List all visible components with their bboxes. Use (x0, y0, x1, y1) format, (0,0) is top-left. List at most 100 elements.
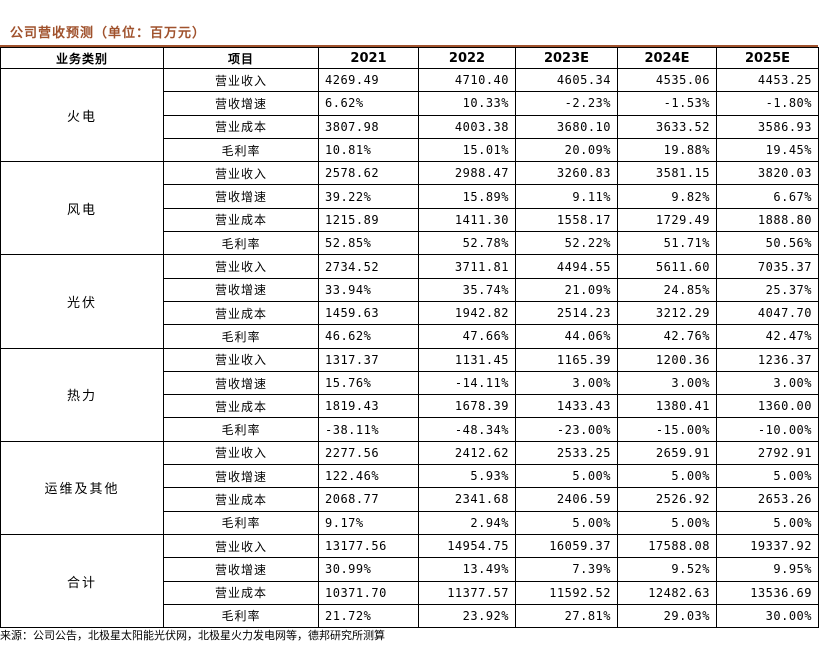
value-cell: 50.56% (716, 231, 819, 256)
value-cell: 4494.55 (515, 254, 618, 279)
value-cell: 11377.57 (418, 580, 516, 605)
value-cell: 3586.93 (716, 114, 819, 139)
value-cell: 19.88% (617, 137, 717, 163)
value-cell: -2.23% (515, 91, 618, 116)
value-cell: 2792.91 (716, 440, 819, 466)
table-row: 营收增速 6.62% 10.33% -2.23% -1.53% -1.80% (1, 91, 819, 116)
value-cell: -15.00% (617, 417, 717, 442)
value-cell: 2533.25 (515, 440, 618, 466)
value-cell: 13177.56 (318, 533, 419, 559)
value-cell: 1236.37 (716, 347, 819, 372)
item-cell: 毛利率 (163, 324, 319, 349)
item-cell: 毛利率 (163, 603, 319, 629)
value-cell: 21.09% (515, 277, 618, 302)
item-cell: 营收增速 (163, 91, 319, 116)
header-category: 业务类别 (0, 47, 164, 69)
value-cell: 9.82% (617, 184, 717, 209)
value-cell: -10.00% (716, 417, 819, 442)
header-year: 2024E (617, 47, 717, 69)
item-cell: 毛利率 (163, 137, 319, 163)
header-year: 2021 (318, 47, 419, 69)
value-cell: 5.00% (515, 464, 618, 489)
value-cell: 12482.63 (617, 580, 717, 605)
value-cell: 19.45% (716, 137, 819, 163)
value-cell: 16059.37 (515, 533, 618, 559)
value-cell: 1380.41 (617, 394, 717, 419)
item-cell: 营业收入 (163, 347, 319, 372)
value-cell: 3212.29 (617, 300, 717, 326)
value-cell: 10.81% (318, 137, 419, 163)
value-cell: 1459.63 (318, 300, 419, 326)
value-cell: 4003.38 (418, 114, 516, 139)
value-cell: 2659.91 (617, 440, 717, 466)
source-note: 来源：公司公告，北极星太阳能光伏网，北极星火力发电网等，德邦研究所测算 (0, 629, 385, 642)
value-cell: 2578.62 (318, 161, 419, 186)
value-cell: 14954.75 (418, 533, 516, 559)
value-cell: 3.00% (617, 370, 717, 396)
table-row: 营业成本 3807.98 4003.38 3680.10 3633.52 3586.93 (1, 114, 819, 139)
value-cell: 47.66% (418, 324, 516, 349)
title-rule (0, 45, 818, 47)
value-cell: 6.62% (318, 91, 419, 116)
item-cell: 营收增速 (163, 464, 319, 489)
table-row: 营收增速 30.99% 13.49% 7.39% 9.52% 9.95% (1, 557, 819, 582)
value-cell: 5.00% (515, 510, 618, 535)
header-year: 2023E (515, 47, 618, 69)
value-cell: 20.09% (515, 137, 618, 163)
value-cell: 30.00% (716, 603, 819, 629)
value-cell: 1165.39 (515, 347, 618, 372)
value-cell: 42.76% (617, 324, 717, 349)
value-cell: 46.62% (318, 324, 419, 349)
value-cell: 52.85% (318, 231, 419, 256)
revenue-forecast-table: 业务类别 项目 2021 2022 2023E 2024E 2025E 火电 营业… (0, 47, 819, 629)
category-cell: 光伏 (0, 254, 164, 349)
value-cell: 1411.30 (418, 207, 516, 233)
table-row: 营业成本 1819.43 1678.39 1433.43 1380.41 1360.00 (1, 394, 819, 419)
value-cell: -1.53% (617, 91, 717, 116)
value-cell: 3633.52 (617, 114, 717, 139)
value-cell: 1215.89 (318, 207, 419, 233)
header-year: 2025E (716, 47, 819, 69)
value-cell: -1.80% (716, 91, 819, 116)
value-cell: 23.92% (418, 603, 516, 629)
item-cell: 营收增速 (163, 184, 319, 209)
value-cell: -38.11% (318, 417, 419, 442)
value-cell: 1942.82 (418, 300, 516, 326)
item-cell: 营收增速 (163, 557, 319, 582)
header-item: 项目 (163, 47, 319, 69)
value-cell: -48.34% (418, 417, 516, 442)
value-cell: 2988.47 (418, 161, 516, 186)
value-cell: 5.00% (716, 510, 819, 535)
value-cell: 2734.52 (318, 254, 419, 279)
item-cell: 营业收入 (163, 533, 319, 559)
value-cell: 1360.00 (716, 394, 819, 419)
value-cell: 10.33% (418, 91, 516, 116)
table-row: 毛利率 21.72% 23.92% 27.81% 29.03% 30.00% (1, 603, 819, 629)
item-cell: 毛利率 (163, 231, 319, 256)
value-cell: 3581.15 (617, 161, 717, 186)
category-cell: 火电 (0, 67, 164, 163)
item-cell: 营收增速 (163, 277, 319, 302)
value-cell: 2068.77 (318, 487, 419, 512)
value-cell: 3.00% (515, 370, 618, 396)
value-cell: 4710.40 (418, 67, 516, 93)
table-row: 运维及其他 营业收入 2277.56 2412.62 2533.25 2659.91 279… (0, 440, 819, 535)
item-cell: 营收增速 (163, 370, 319, 396)
value-cell: 1819.43 (318, 394, 419, 419)
value-cell: 9.17% (318, 510, 419, 535)
value-cell: 5.00% (716, 464, 819, 489)
value-cell: -23.00% (515, 417, 618, 442)
value-cell: 15.01% (418, 137, 516, 163)
value-cell: 1888.80 (716, 207, 819, 233)
value-cell: 5.00% (617, 510, 717, 535)
value-cell: 7035.37 (716, 254, 819, 279)
value-cell: 29.03% (617, 603, 717, 629)
value-cell: 15.76% (318, 370, 419, 396)
value-cell: 17588.08 (617, 533, 717, 559)
value-cell: 2.94% (418, 510, 516, 535)
value-cell: 39.22% (318, 184, 419, 209)
value-cell: 3680.10 (515, 114, 618, 139)
table-body: 火电 营业收入 4269.49 4710.40 4605.34 4535.06 4453.2… (0, 67, 819, 629)
value-cell: 10371.70 (318, 580, 419, 605)
value-cell: 2341.68 (418, 487, 516, 512)
